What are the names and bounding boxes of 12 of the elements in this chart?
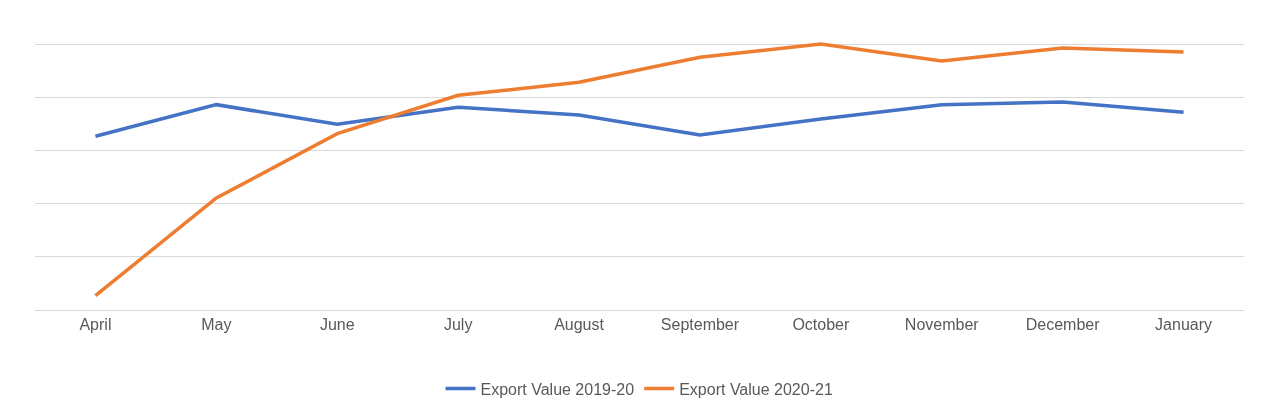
x-tick-label: November	[904, 316, 980, 334]
x-tick-label: October	[792, 316, 850, 334]
x-tick-label: July	[443, 316, 473, 334]
x-tick-label: September	[660, 316, 740, 334]
x-tick-label: May	[201, 316, 232, 334]
x-tick-label: August	[554, 316, 605, 334]
legend-label: Export Value 2020-21	[679, 380, 833, 398]
x-tick-label: April	[79, 316, 112, 334]
x-tick-label: December	[1025, 316, 1101, 334]
x-tick-label: June	[319, 316, 355, 334]
x-tick-label: January	[1155, 316, 1213, 334]
legend-label: Export Value 2019-20	[480, 380, 635, 398]
